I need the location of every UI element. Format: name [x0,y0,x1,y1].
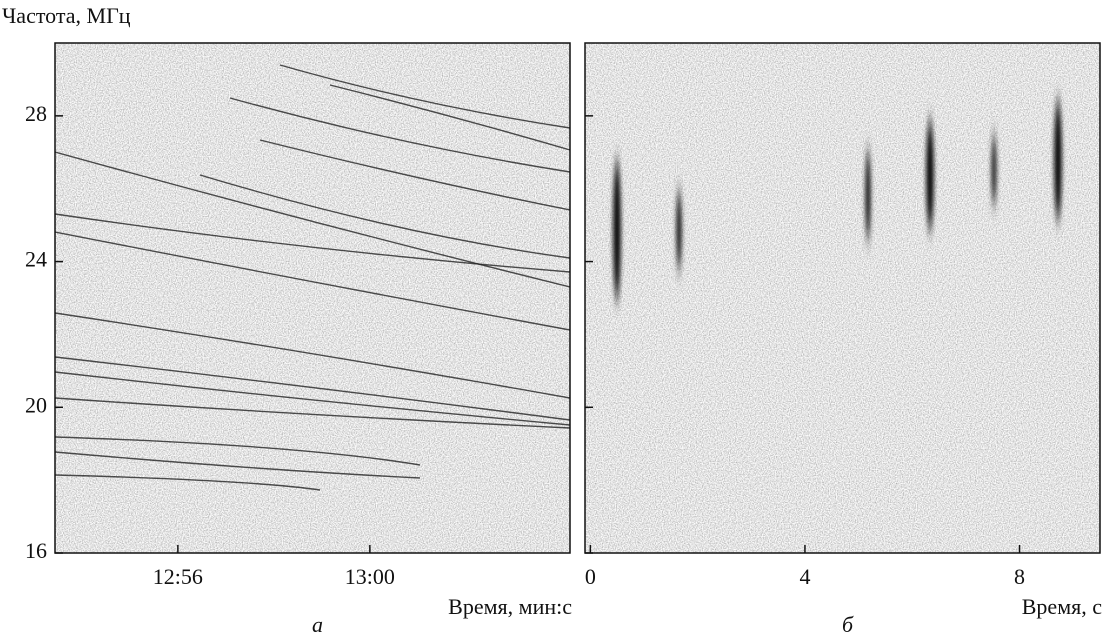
plot-frame [584,42,1101,554]
y-tick-label: 20 [25,392,47,417]
y-axis-title: Частота, МГц [2,3,131,28]
x-tick-label: 0 [585,564,596,589]
panel-label: б [842,612,854,637]
drift-tracks [55,64,570,491]
y-tick-label: 24 [25,247,47,272]
x-axis-title: Время, с [1022,594,1102,619]
x-axis-title: Время, мин:с [448,594,572,619]
spectrogram-image [585,43,1100,553]
bursts [613,100,1062,300]
x-tick-label: 13:00 [345,564,395,589]
backgrounds [55,43,1100,553]
panel-label: а [312,612,323,637]
x-tick-label: 12:56 [153,564,203,589]
x-tick-label: 8 [1014,564,1025,589]
x-tick-label: 4 [799,564,810,589]
spectrogram-image [55,43,570,553]
plot-frame [54,42,571,554]
y-tick-label: 16 [25,538,47,563]
y-tick-label: 28 [25,101,47,126]
